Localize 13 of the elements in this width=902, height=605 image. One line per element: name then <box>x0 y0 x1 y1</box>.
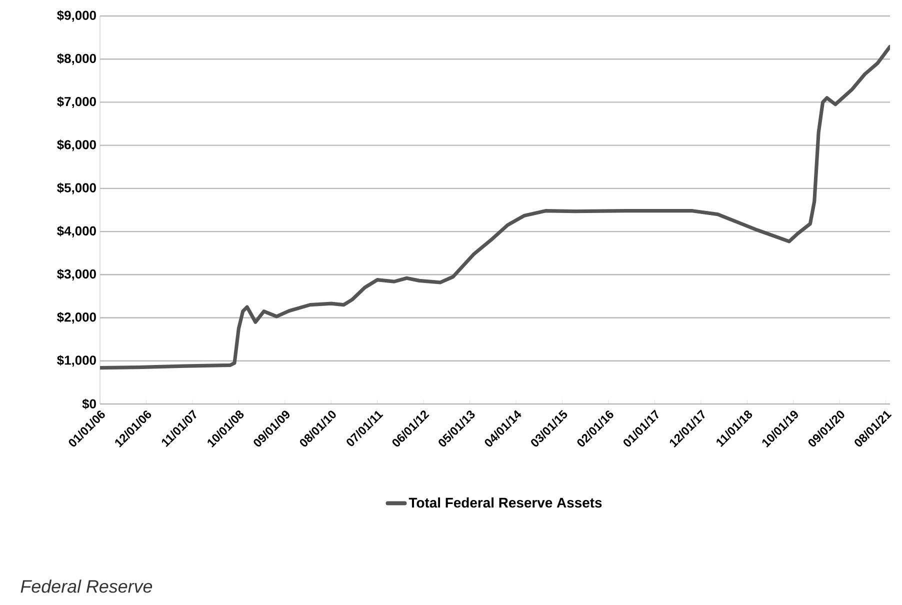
legend-label: Total Federal Reserve Assets <box>408 497 602 508</box>
y-tick-label: $7,000 <box>57 96 96 108</box>
text: Federal Reserve <box>20 580 152 593</box>
y-tick-label: $2,000 <box>57 312 96 324</box>
y-tick-label: $1,000 <box>57 355 96 367</box>
y-tick-label: $3,000 <box>57 268 96 280</box>
line-series <box>100 44 890 370</box>
y-tick-label: $0 <box>82 398 96 410</box>
y-tick-label: $4,000 <box>57 226 96 238</box>
y-tick-label: $9,000 <box>57 10 96 22</box>
y-tick-label: $8,000 <box>57 53 96 65</box>
y-tick-label: $6,000 <box>57 140 96 152</box>
y-tick-label: $5,000 <box>57 182 96 194</box>
